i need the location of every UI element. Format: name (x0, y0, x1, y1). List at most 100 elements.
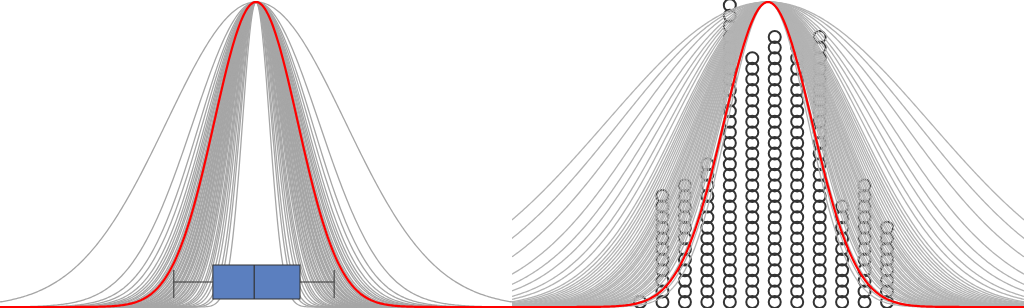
density-curve (512, 2, 1024, 296)
density-curve (0, 2, 512, 307)
density-curve (0, 2, 512, 307)
density-curve (512, 2, 1024, 274)
density-curve (0, 2, 512, 307)
density-curve (512, 2, 1024, 307)
density-curve (0, 2, 512, 307)
density-curve (512, 2, 1024, 238)
density-curve (0, 2, 512, 307)
density-curve (512, 2, 1024, 299)
density-curve (512, 2, 1024, 307)
density-curve (512, 2, 1024, 306)
density-curve (512, 2, 1024, 306)
curves (512, 2, 1024, 307)
median (254, 265, 255, 299)
density-curve (0, 2, 512, 307)
density-curve (512, 2, 1024, 307)
density-curve (512, 2, 1024, 306)
plot-area (0, 2, 512, 307)
density-curve (512, 2, 1024, 307)
density-curve (512, 2, 1024, 257)
density-curve (0, 2, 512, 307)
density-curve (512, 2, 1024, 307)
density-curve (0, 2, 512, 307)
density-curve (0, 2, 512, 307)
density-curve (512, 2, 1024, 307)
density-curve (0, 2, 512, 307)
density-curve (0, 2, 512, 302)
density-curve (512, 2, 1024, 307)
density-curve (0, 2, 512, 307)
density-curve (512, 2, 1024, 307)
density-curve (0, 2, 512, 307)
density-curve (512, 2, 1024, 307)
chart (0, 0, 1024, 308)
panel (512, 0, 1024, 308)
dot (746, 52, 758, 64)
density-curve (0, 2, 512, 307)
density-curve (0, 2, 512, 307)
density-curve (0, 2, 512, 307)
density-curve (0, 2, 512, 307)
density-curve (0, 2, 512, 307)
density-curve (0, 2, 512, 307)
density-curve (0, 2, 512, 307)
density-curve (0, 2, 512, 307)
density-curve (512, 2, 1024, 306)
density-curve (512, 2, 1024, 307)
density-curve (512, 2, 1024, 306)
whisker (300, 282, 334, 283)
density-curve (0, 2, 512, 307)
density-curve (512, 2, 1024, 291)
density-curve (0, 2, 512, 307)
density-curve (0, 2, 512, 307)
density-curve (512, 2, 1024, 307)
density-curve (0, 2, 512, 307)
whisker-cap (173, 270, 174, 298)
box-plot (174, 265, 334, 299)
density-curve (0, 2, 512, 307)
density-curve (0, 2, 512, 307)
density-curve (512, 2, 1024, 307)
density-curve (512, 2, 1024, 307)
density-curve (0, 2, 512, 307)
density-curve (512, 2, 1024, 307)
density-curve (0, 2, 512, 307)
density-curve (512, 2, 1024, 284)
density-curve (0, 2, 512, 307)
density-curve (512, 2, 1024, 307)
density-curve (0, 2, 512, 307)
density-curve (512, 2, 1024, 220)
density-curve (0, 2, 512, 307)
density-curve (512, 2, 1024, 307)
density-curve (0, 2, 512, 307)
density-curve (512, 2, 1024, 307)
density-curve (512, 2, 1024, 304)
plot-area (512, 0, 1024, 308)
whisker-cap (334, 270, 335, 298)
density-curve (512, 2, 1024, 304)
box (213, 265, 300, 299)
density-curve (512, 2, 1024, 305)
density-curve (0, 2, 512, 307)
highlight-curve (512, 2, 1024, 307)
density-curve (0, 2, 512, 307)
density-curve (512, 2, 1024, 307)
density-curve (0, 2, 512, 307)
density-curve (512, 2, 1024, 307)
density-curve (0, 2, 512, 307)
density-curve (0, 2, 512, 307)
density-curve (0, 2, 512, 307)
panel (0, 2, 512, 307)
dot (769, 31, 781, 43)
density-curve (512, 2, 1024, 302)
highlight-curve (0, 2, 512, 307)
density-curve (512, 2, 1024, 307)
density-curve (512, 2, 1024, 307)
density-curve (0, 2, 512, 307)
density-curve (512, 2, 1024, 303)
density-curve (0, 2, 512, 307)
density-curve (512, 2, 1024, 307)
whisker (174, 282, 213, 283)
curves (0, 2, 512, 307)
density-curve (0, 2, 512, 307)
